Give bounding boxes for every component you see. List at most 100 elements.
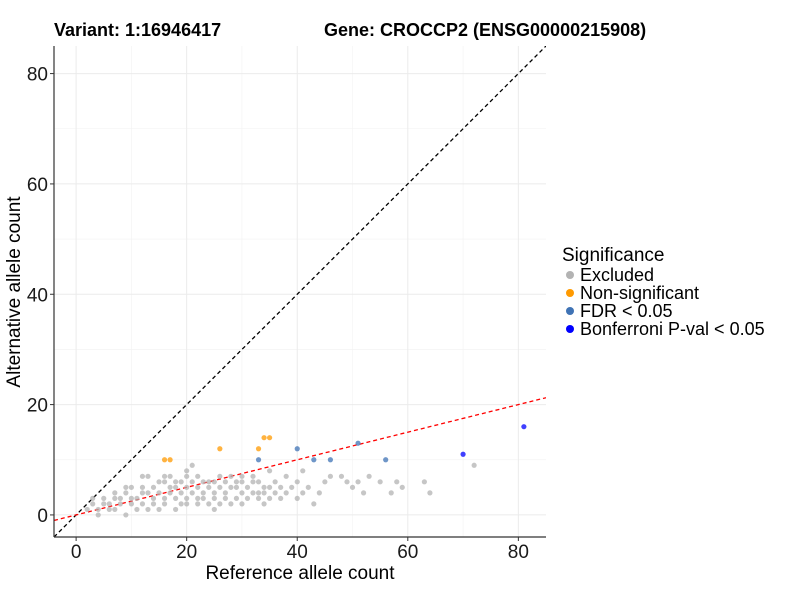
- point-excluded: [349, 484, 356, 490]
- point-excluded: [233, 484, 240, 490]
- legend-swatch-fdr: [566, 307, 574, 315]
- point-excluded: [117, 501, 123, 507]
- point-excluded: [161, 473, 168, 479]
- point-non-significant: [255, 446, 262, 452]
- point-excluded: [211, 479, 217, 485]
- point-excluded: [366, 473, 372, 479]
- point-excluded: [427, 490, 433, 496]
- legend-label-excluded: Excluded: [580, 265, 655, 285]
- point-excluded: [283, 473, 289, 479]
- point-excluded: [167, 490, 173, 496]
- legend-item-non-significant: Non-significant: [562, 284, 765, 302]
- legend-item-bonferroni: Bonferroni P-val < 0.05: [562, 320, 765, 338]
- axes: 0 20 40 60 80 0 20 40 60 80: [27, 46, 546, 563]
- point-excluded: [150, 484, 157, 490]
- point-excluded: [233, 495, 240, 501]
- x-axis-title: Reference allele count: [205, 563, 395, 584]
- x-tick-label: 40: [287, 542, 308, 563]
- point-excluded: [161, 501, 168, 507]
- point-excluded: [266, 495, 273, 501]
- point-excluded: [173, 506, 179, 513]
- legend: Significance Excluded Non-significant FD…: [562, 245, 765, 339]
- point-excluded: [228, 501, 234, 507]
- point-fdr-0-05: [311, 457, 317, 463]
- point-excluded: [195, 495, 201, 501]
- point-excluded: [150, 501, 157, 507]
- point-excluded: [261, 501, 267, 507]
- point-excluded: [233, 479, 240, 485]
- point-excluded: [244, 495, 251, 501]
- point-excluded: [272, 479, 278, 485]
- chart-title-variant: Variant: 1:16946417: [54, 20, 222, 40]
- y-tick-label: 0: [37, 506, 48, 527]
- point-excluded: [255, 479, 262, 485]
- point-excluded: [117, 495, 123, 501]
- legend-title: Significance: [562, 245, 665, 266]
- point-excluded: [156, 506, 162, 513]
- point-excluded: [222, 495, 228, 501]
- legend-item-fdr: FDR < 0.05: [562, 302, 765, 320]
- legend-swatch-excluded: [566, 271, 574, 279]
- legend-label-non-significant: Non-significant: [580, 283, 700, 303]
- point-excluded: [289, 484, 295, 490]
- point-excluded: [123, 490, 129, 496]
- point-excluded: [206, 501, 212, 507]
- chart-title-gene: Gene: CROCCP2 (ENSG00000215908): [324, 20, 647, 40]
- point-excluded: [128, 495, 134, 501]
- point-excluded: [250, 490, 256, 496]
- point-excluded: [261, 484, 267, 490]
- point-excluded: [195, 501, 201, 507]
- point-excluded: [239, 473, 245, 479]
- point-excluded: [106, 506, 112, 513]
- point-excluded: [421, 479, 427, 485]
- point-excluded: [112, 506, 118, 513]
- point-excluded: [261, 490, 267, 496]
- point-excluded: [217, 473, 223, 479]
- point-excluded: [266, 468, 273, 474]
- point-excluded: [294, 495, 300, 501]
- point-excluded: [244, 484, 251, 490]
- reference-line: [54, 397, 546, 522]
- point-excluded: [128, 501, 134, 507]
- x-tick-label: 0: [71, 542, 82, 563]
- point-excluded: [228, 473, 234, 479]
- point-excluded: [90, 501, 96, 507]
- point-excluded: [300, 468, 306, 474]
- point-excluded: [217, 484, 223, 490]
- point-excluded: [145, 473, 151, 479]
- point-excluded: [189, 479, 195, 485]
- point-excluded: [173, 479, 179, 485]
- point-excluded: [200, 495, 206, 501]
- x-tick-label: 60: [397, 542, 418, 563]
- reference-line: [54, 46, 546, 537]
- point-excluded: [217, 501, 223, 507]
- point-excluded: [139, 484, 146, 490]
- point-excluded: [206, 484, 212, 490]
- point-excluded: [95, 506, 101, 513]
- data-points: [84, 424, 527, 518]
- point-excluded: [167, 484, 173, 490]
- point-excluded: [239, 479, 245, 485]
- y-tick-label: 40: [27, 285, 48, 306]
- point-excluded: [150, 495, 157, 501]
- point-fdr-0-05: [294, 446, 300, 452]
- point-excluded: [101, 495, 107, 501]
- point-excluded: [316, 490, 322, 496]
- point-excluded: [294, 479, 300, 485]
- point-excluded: [178, 479, 184, 485]
- point-excluded: [283, 490, 289, 496]
- point-excluded: [471, 462, 477, 468]
- point-excluded: [278, 484, 284, 490]
- point-excluded: [255, 490, 262, 496]
- point-excluded: [134, 495, 140, 501]
- point-fdr-0-05: [355, 440, 361, 446]
- point-excluded: [272, 490, 278, 496]
- point-excluded: [266, 484, 273, 490]
- point-excluded: [178, 501, 184, 507]
- point-excluded: [200, 490, 206, 496]
- point-excluded: [211, 490, 217, 496]
- point-excluded: [184, 484, 190, 490]
- x-tick-label: 80: [508, 542, 529, 563]
- point-excluded: [84, 506, 90, 513]
